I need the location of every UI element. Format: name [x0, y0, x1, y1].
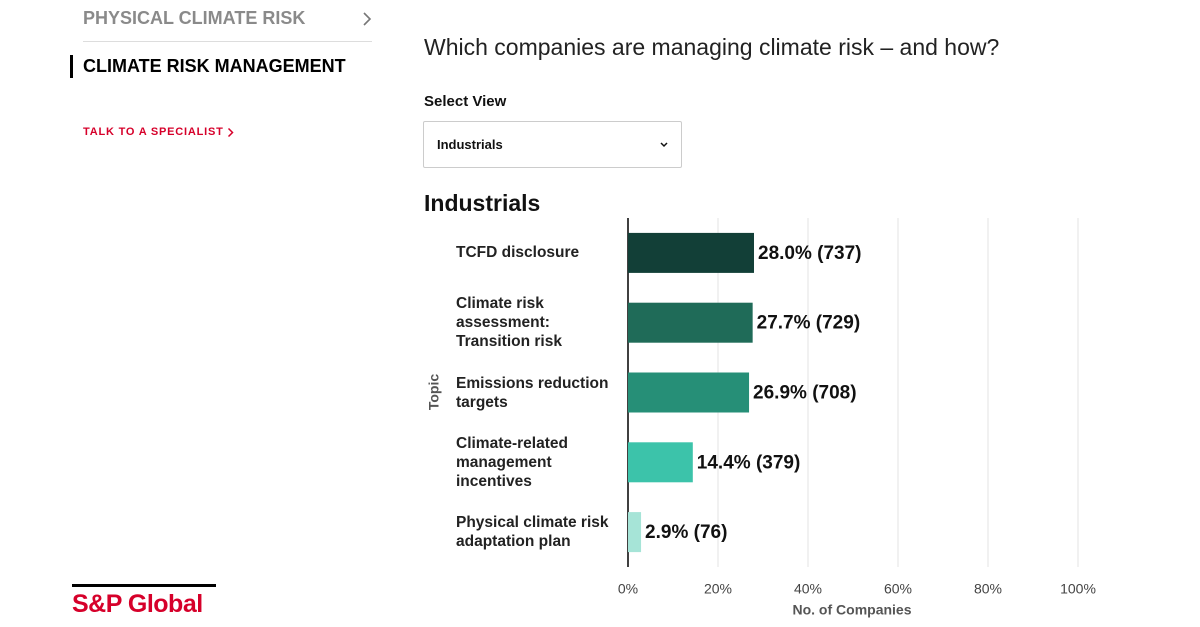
y-axis-label: Topic — [426, 374, 442, 411]
specialist-link[interactable]: TALK TO A SPECIALIST — [83, 126, 224, 138]
x-axis-label: No. of Companies — [792, 602, 911, 618]
bar — [628, 512, 642, 553]
category-label: TCFD disclosure — [456, 244, 580, 262]
heading: Which companies are managing climate ris… — [424, 34, 1000, 60]
divider — [83, 41, 372, 42]
data-label: 27.7% (729) — [757, 313, 861, 334]
link-chevron — [227, 127, 234, 138]
data-label: 26.9% (708) — [753, 383, 857, 404]
bar — [628, 302, 753, 343]
chevron-icon — [363, 12, 372, 26]
bar — [628, 442, 693, 483]
bar — [628, 232, 754, 273]
bar — [628, 372, 750, 413]
chart-title: Industrials — [424, 190, 541, 216]
x-tick-label: 100% — [1060, 581, 1096, 597]
logo-bar — [72, 584, 216, 587]
nav-item-active[interactable]: CLIMATE RISK MANAGEMENT — [83, 56, 346, 76]
dropdown-icon — [660, 142, 668, 148]
active-indicator — [70, 55, 73, 78]
select-value: Industrials — [437, 137, 503, 152]
logo[interactable]: S&P Global — [72, 590, 203, 618]
select-box[interactable] — [423, 121, 682, 168]
x-tick-label: 40% — [794, 581, 822, 597]
data-label: 2.9% (76) — [645, 522, 727, 543]
nav-item[interactable]: PHYSICAL CLIMATE RISK — [83, 8, 306, 28]
select-label: Select View — [424, 93, 507, 110]
category-label: Climate-related management incentives — [456, 434, 568, 490]
data-label: 14.4% (379) — [697, 452, 801, 473]
category-label: Climate risk assessment: Transition risk — [456, 295, 562, 351]
x-tick-label: 60% — [884, 581, 912, 597]
category-label: Emissions reduction targets — [456, 374, 609, 411]
x-tick-label: 20% — [704, 581, 732, 597]
data-label: 28.0% (737) — [758, 243, 862, 264]
category-label: Physical climate risk adaptation plan — [456, 514, 609, 551]
x-tick-label: 80% — [974, 581, 1002, 597]
x-tick-label: 0% — [618, 581, 638, 597]
